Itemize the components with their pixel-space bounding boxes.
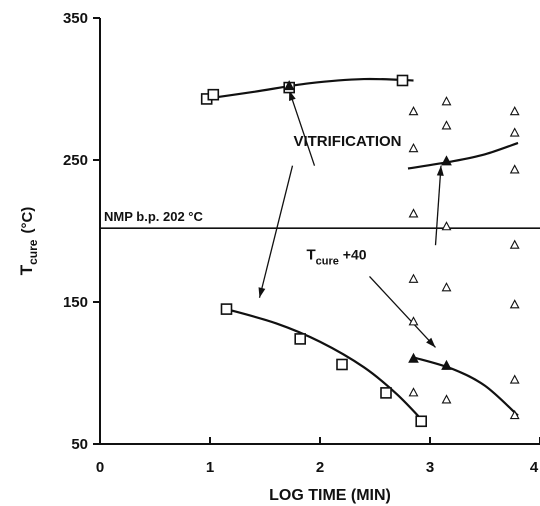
- y-axis-title-sub: cure: [26, 239, 40, 265]
- square-marker: [294, 333, 307, 345]
- fit-curves: [204, 77, 519, 424]
- x-tick-label: 2: [316, 459, 324, 476]
- triangle-marker: [408, 142, 419, 153]
- square-marker: [336, 358, 348, 371]
- y-tick-label: 150: [63, 294, 88, 311]
- triangle-marker: [408, 387, 419, 397]
- fit-curve: [226, 308, 426, 424]
- filled-triangle-marker: [408, 352, 419, 363]
- triangle-marker: [441, 221, 452, 231]
- annotation-arrow: [258, 165, 294, 298]
- triangle-marker: [509, 299, 520, 309]
- triangle-marker: [441, 96, 452, 106]
- annotation-arrow: [288, 90, 316, 166]
- annotation-tcure-plus-40: Tcure +40: [306, 246, 366, 267]
- triangle-marker: [408, 106, 419, 116]
- annotation-arrow-head: [436, 165, 444, 176]
- square-marker: [207, 88, 220, 101]
- square-marker: [415, 415, 428, 428]
- triangle-marker: [441, 394, 452, 404]
- x-tick-label: 1: [206, 459, 214, 476]
- y-ticks: 50 150 250 350: [63, 10, 100, 453]
- data-points: [200, 74, 520, 428]
- triangle-marker: [408, 208, 419, 218]
- filled-triangle-marker: [283, 80, 295, 91]
- triangle-marker: [509, 374, 520, 384]
- annotation-arrow: [434, 165, 442, 246]
- square-marker: [380, 387, 392, 399]
- filled-triangle-marker: [441, 155, 452, 166]
- annotation-arrow: [369, 275, 436, 348]
- y-axis-title-main: T: [17, 264, 36, 275]
- triangle-marker: [408, 316, 419, 326]
- annotation-vitrification: VITRIFICATION: [293, 133, 401, 150]
- triangle-marker: [509, 239, 520, 249]
- y-tick-label: 250: [63, 152, 88, 169]
- annotation-arrow-head: [258, 287, 266, 298]
- annotation-tcure-sub: cure: [316, 255, 339, 267]
- y-axis-title-unit: (°C): [19, 207, 36, 234]
- annotation-arrow-head: [426, 337, 436, 348]
- square-marker: [396, 74, 409, 87]
- triangle-marker: [441, 282, 452, 292]
- annotation-tcure-main: T: [306, 246, 315, 263]
- triangle-marker: [441, 120, 452, 130]
- triangle-marker: [509, 106, 520, 116]
- fit-curve: [204, 77, 414, 101]
- y-tick-label: 350: [63, 10, 88, 27]
- x-tick-label: 0: [96, 459, 104, 476]
- fit-curve: [407, 141, 519, 170]
- triangle-marker: [509, 409, 520, 420]
- reference-line-label: NMP b.p. 202 °C: [104, 209, 203, 224]
- x-tick-label: 4: [530, 459, 539, 476]
- annotation-arrows: [258, 90, 444, 348]
- triangle-marker: [408, 273, 419, 283]
- y-axis-title: Tcure (°C): [17, 207, 40, 276]
- fit-curve: [413, 356, 519, 417]
- x-ticks: 0 1 2 3 4: [96, 437, 540, 476]
- x-axis-title: LOG TIME (MIN): [269, 487, 391, 504]
- annotation-tcure-suffix: +40: [339, 246, 367, 262]
- x-tick-label: 3: [426, 459, 434, 476]
- filled-triangle-marker: [441, 359, 452, 370]
- square-marker: [220, 303, 233, 315]
- y-tick-label: 50: [71, 436, 88, 453]
- triangle-marker: [509, 127, 520, 137]
- triangle-marker: [509, 164, 520, 174]
